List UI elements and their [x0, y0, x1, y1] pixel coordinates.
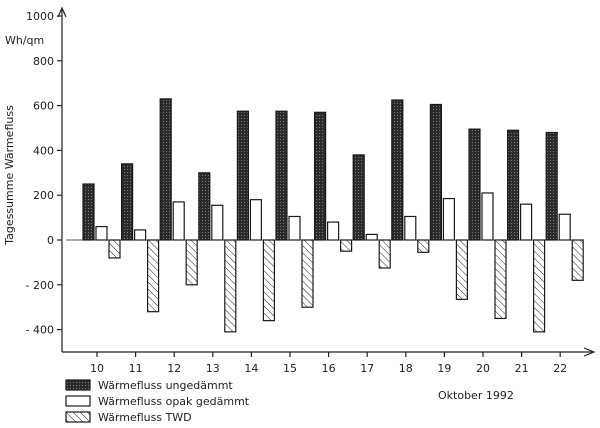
y-tick-label: 600 [33, 100, 54, 113]
bar-white-22 [558, 213, 571, 241]
legend-swatch [65, 379, 91, 391]
bar-hatched-16 [340, 239, 353, 252]
bar-dark-dotted-18 [391, 99, 404, 241]
bar-dark-dotted-21 [507, 129, 520, 241]
bar-dark-dotted-19 [429, 103, 442, 241]
y-tick-label: 200 [33, 189, 54, 202]
bar-hatched-17 [378, 239, 391, 269]
bar-white-21 [519, 203, 533, 241]
y-axis-title: Tagessumme Wärmefluss [3, 105, 16, 246]
bar-white-13 [211, 204, 224, 241]
bar-hatched-21 [532, 239, 546, 333]
bars [82, 98, 584, 333]
bar-hatched-12 [185, 239, 198, 286]
y-tick-label: - 400 [26, 324, 54, 337]
y-axis-arrow [57, 6, 67, 18]
bar-dark-dotted-16 [314, 111, 327, 241]
x-tick-label: 22 [553, 362, 567, 375]
bar-hatched-19 [455, 239, 468, 300]
bar-dark-dotted-10 [82, 183, 95, 241]
bar-hatched-13 [224, 239, 237, 333]
bar-dark-dotted-13 [198, 172, 211, 241]
bar-white-18 [404, 215, 417, 241]
bar-hatched-15 [301, 239, 314, 308]
bar-dark-dotted-22 [545, 131, 558, 241]
bar-white-12 [172, 201, 185, 241]
x-tick-label: 17 [360, 362, 374, 375]
bar-white-19 [442, 197, 455, 241]
x-tick-label: 21 [515, 362, 529, 375]
x-tick-label: 15 [283, 362, 297, 375]
x-tick-label: 19 [437, 362, 451, 375]
x-axis: 10 11 12 13 14 15 16 17 18 19 20 21 22 [62, 239, 596, 375]
bar-hatched-14 [262, 239, 275, 322]
x-tick-label: 16 [322, 362, 336, 375]
bar-hatched-18 [417, 239, 430, 253]
bar-white-20 [481, 192, 494, 241]
x-tick-label: 11 [129, 362, 143, 375]
bar-hatched-20 [494, 239, 507, 320]
y-tick-label: 0 [47, 234, 54, 247]
x-tick-label: 14 [244, 362, 258, 375]
legend-label: Wärmefluss ungedämmt [98, 379, 233, 392]
bar-dark-dotted-11 [120, 163, 134, 241]
bar-dark-dotted-15 [275, 110, 288, 241]
y-tick-label: 800 [33, 55, 54, 68]
bar-hatched-22 [571, 239, 584, 281]
legend-label: Wärmefluss TWD [98, 411, 192, 424]
y-tick-label: - 200 [26, 279, 54, 292]
x-axis-arrow [583, 347, 596, 357]
x-tick-label: 20 [476, 362, 490, 375]
x-tick-label: 10 [90, 362, 104, 375]
bar-hatched-11 [147, 239, 160, 313]
bar-dark-dotted-20 [468, 128, 481, 241]
legend-swatch [65, 411, 91, 423]
bar-dark-dotted-17 [352, 154, 365, 241]
bar-dark-dotted-12 [159, 98, 172, 241]
bar-dark-dotted-14 [236, 110, 249, 241]
x-axis-title: Oktober 1992 [438, 389, 514, 402]
y-tick-label: 400 [33, 144, 54, 157]
y-axis: 1000 800 600 400 200 0 - 200 - 400 [26, 6, 67, 352]
bar-white-17 [365, 233, 378, 241]
bar-hatched-10 [108, 239, 121, 259]
legend: Wärmefluss ungedämmt Wärmefluss opak gedä… [65, 379, 250, 424]
x-tick-label: 13 [206, 362, 220, 375]
bar-white-14 [249, 199, 262, 241]
legend-label: Wärmefluss opak gedämmt [98, 395, 250, 408]
y-axis-unit: Wh/qm [5, 34, 44, 47]
bar-white-11 [134, 229, 147, 241]
x-tick-label: 12 [167, 362, 181, 375]
x-tick-label: 18 [399, 362, 413, 375]
bar-white-15 [288, 215, 301, 241]
y-tick-label: 1000 [26, 10, 54, 23]
bar-white-16 [327, 221, 340, 241]
legend-swatch [65, 395, 91, 407]
bar-white-10 [95, 225, 108, 241]
